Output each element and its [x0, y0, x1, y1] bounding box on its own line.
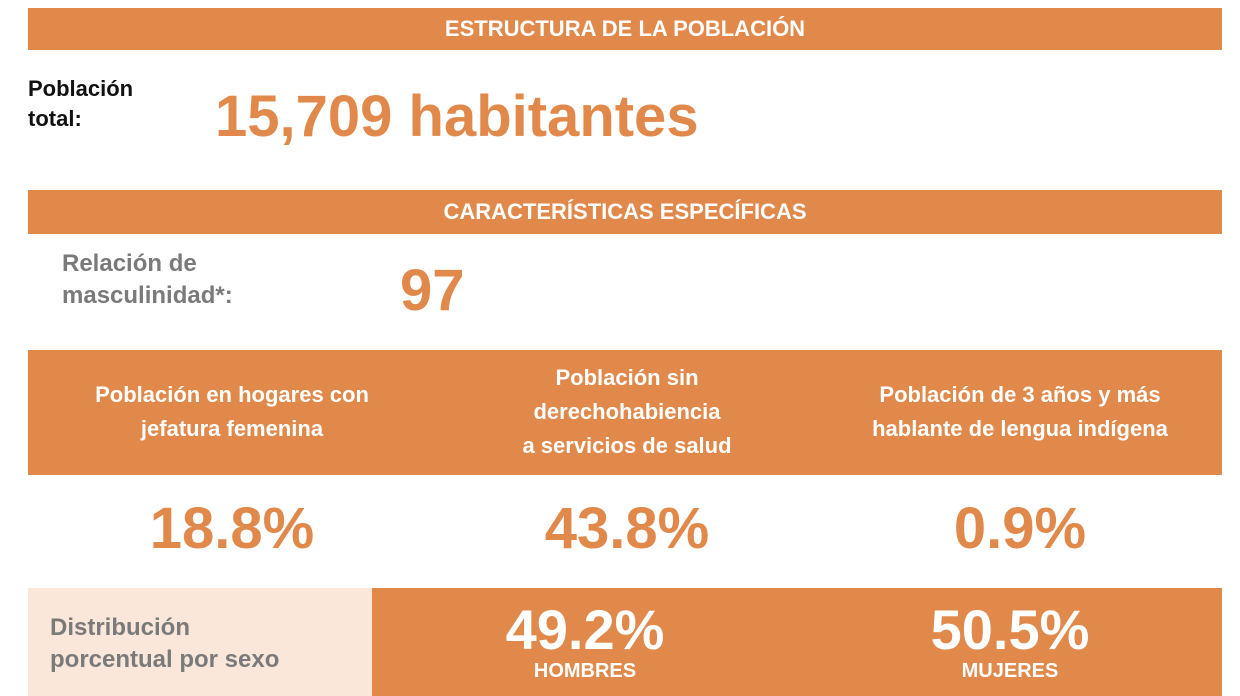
- sex-label-box: [28, 588, 372, 696]
- sex-label: Distribución porcentual por sexo: [50, 612, 279, 676]
- indicator-label: Población sin: [555, 365, 699, 390]
- indicator-value: 43.8%: [544, 496, 710, 561]
- label-line: Distribución: [50, 614, 191, 641]
- indicator-label: derechohabiencia: [533, 399, 721, 424]
- indicator-band: [28, 350, 1222, 475]
- label-line: total:: [28, 106, 82, 131]
- masculinity-value: 97: [400, 258, 465, 323]
- indicator-label: jefatura femenina: [140, 416, 324, 441]
- sex-value: 49.2%: [505, 598, 665, 661]
- indicator-label: Población de 3 años y más: [879, 382, 1161, 407]
- section-title: CARACTERÍSTICAS ESPECÍFICAS: [443, 199, 807, 224]
- sex-group-label: HOMBRES: [533, 660, 637, 682]
- total-label: Población total:: [28, 74, 133, 134]
- label-line: Relación de: [62, 250, 197, 277]
- indicator-label: hablante de lengua indígena: [872, 416, 1168, 441]
- sex-box: [372, 588, 1222, 696]
- masculinity-label: Relación de masculinidad*:: [62, 248, 233, 312]
- indicator-label: a servicios de salud: [522, 433, 732, 458]
- indicator-value: 0.9%: [953, 496, 1087, 561]
- label-line: porcentual por sexo: [50, 646, 280, 673]
- sex-group-label: MUJERES: [961, 660, 1059, 682]
- indicator-label: Población en hogares con: [95, 382, 369, 407]
- indicator-value: 18.8%: [149, 496, 315, 561]
- label-line: masculinidad*:: [62, 282, 233, 309]
- header-bar: ESTRUCTURA DE LA POBLACIÓN: [28, 8, 1222, 50]
- header-title: ESTRUCTURA DE LA POBLACIÓN: [444, 16, 806, 41]
- label-line: Población: [28, 76, 134, 101]
- total-value: 15,709 habitantes: [215, 84, 699, 149]
- sex-value: 50.5%: [930, 598, 1090, 661]
- section-bar: CARACTERÍSTICAS ESPECÍFICAS: [28, 190, 1222, 234]
